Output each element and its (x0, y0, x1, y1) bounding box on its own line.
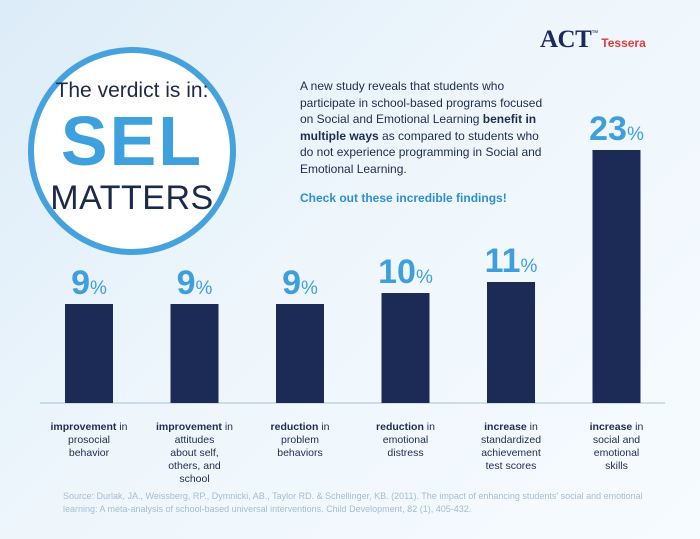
chart-category-label: reduction in emotional distress (376, 421, 435, 459)
badge-sel: SEL (60, 102, 204, 180)
chart-value-label: 9% (71, 264, 107, 302)
findings-callout: Check out these incredible findings! (300, 191, 507, 205)
chart-category-label: improvement in prosocial behavior (50, 421, 127, 459)
chart-category-label: improvement in attitudes about self, others… (156, 421, 233, 485)
chart-bar (65, 304, 113, 403)
chart-bar (381, 293, 430, 403)
chart-bar (592, 150, 641, 403)
logo-trademark: ™ (591, 30, 599, 37)
badge-matters: MATTERS (50, 179, 214, 217)
act-tessera-logo: ACT™Tessera (540, 26, 646, 53)
chart-category-label: increase in social and emotional skills (590, 421, 644, 472)
intro-text-start: A new study reveals that students who pa… (300, 79, 543, 126)
chart-value-label: 9% (282, 264, 318, 302)
sel-badge: The verdict is in: SEL MATTERS (28, 47, 236, 255)
chart-value-label: 10% (378, 253, 433, 291)
logo-brand: ACT (540, 26, 592, 53)
chart-bar (170, 304, 219, 403)
chart-category-label: reduction in problem behaviors (271, 421, 330, 459)
intro-text-end: as compared to students who do not exper… (300, 128, 542, 176)
chart-bar (487, 282, 535, 403)
chart-value-label: 11% (485, 242, 538, 280)
intro-text-bold: benefit in multiple ways (300, 112, 537, 143)
intro-paragraph: A new study reveals that students who pa… (300, 78, 550, 177)
badge-headline: The verdict is in: (55, 79, 209, 102)
chart-value-label: 9% (177, 264, 213, 302)
chart-bar (276, 304, 324, 403)
logo-subbrand: Tessera (601, 36, 646, 50)
source-citation: Source: Durlak, JA., Weissberg, RP., Dym… (63, 491, 643, 514)
chart-value-label: 23% (589, 110, 644, 148)
chart-category-label: increase in standardized achievement test s… (481, 421, 541, 472)
